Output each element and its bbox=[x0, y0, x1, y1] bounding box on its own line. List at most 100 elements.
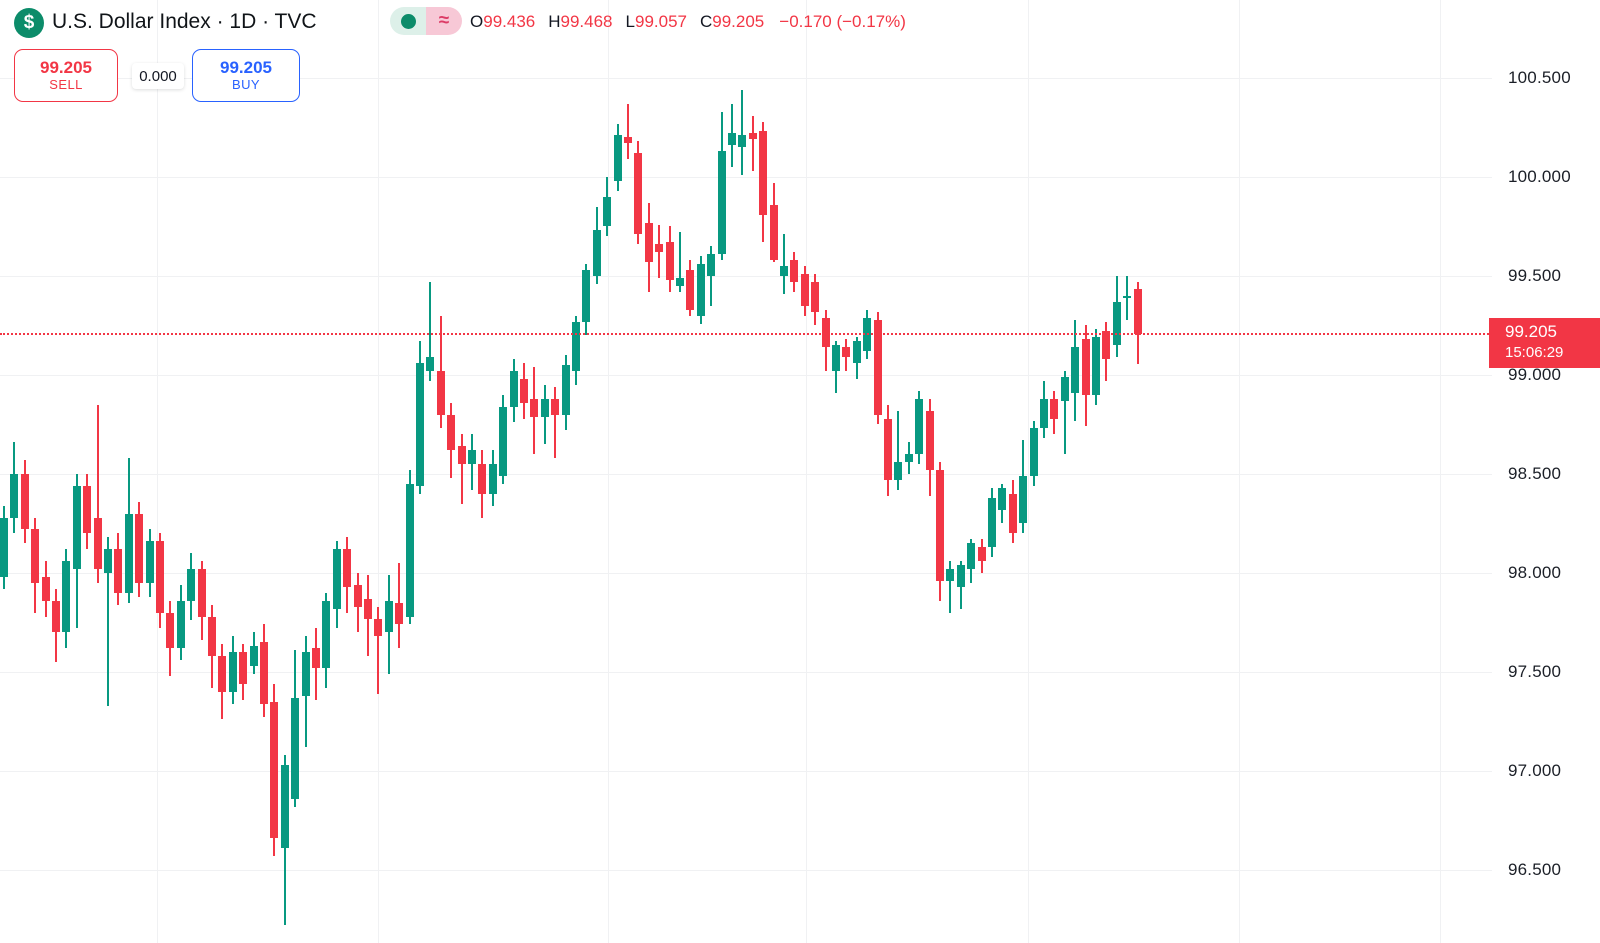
candle[interactable] bbox=[655, 244, 663, 253]
candle[interactable] bbox=[166, 612, 174, 649]
candle[interactable] bbox=[52, 600, 60, 633]
candle[interactable] bbox=[634, 153, 642, 235]
candle[interactable] bbox=[1019, 475, 1027, 524]
candle[interactable] bbox=[1071, 347, 1079, 393]
candle[interactable] bbox=[177, 600, 185, 649]
candlestick-chart[interactable] bbox=[0, 0, 1492, 943]
candle[interactable] bbox=[853, 341, 861, 364]
candle[interactable] bbox=[530, 398, 538, 417]
candle[interactable] bbox=[0, 517, 8, 577]
candle[interactable] bbox=[21, 473, 29, 530]
candle[interactable] bbox=[905, 454, 913, 463]
candle[interactable] bbox=[749, 133, 757, 140]
candle[interactable] bbox=[770, 204, 778, 261]
candle[interactable] bbox=[218, 656, 226, 692]
candle[interactable] bbox=[198, 569, 206, 617]
candle[interactable] bbox=[260, 642, 268, 704]
sell-button[interactable]: 99.205 SELL bbox=[14, 49, 118, 102]
candle[interactable] bbox=[541, 398, 549, 417]
candle[interactable] bbox=[1082, 339, 1090, 395]
candle[interactable] bbox=[624, 137, 632, 144]
candle[interactable] bbox=[302, 652, 310, 696]
price-axis[interactable]: 100.500 100.000 99.500 99.000 98.500 98.000 97… bbox=[1492, 0, 1600, 943]
candle[interactable] bbox=[1102, 331, 1110, 360]
candle[interactable] bbox=[593, 230, 601, 276]
candle[interactable] bbox=[468, 450, 476, 465]
candle[interactable] bbox=[458, 446, 466, 465]
candle[interactable] bbox=[1061, 376, 1069, 401]
candle[interactable] bbox=[801, 274, 809, 306]
candle[interactable] bbox=[187, 569, 195, 601]
candle[interactable] bbox=[707, 254, 715, 276]
candle[interactable] bbox=[666, 242, 674, 280]
candle[interactable] bbox=[676, 277, 684, 286]
candle[interactable] bbox=[915, 398, 923, 455]
candle[interactable] bbox=[156, 541, 164, 613]
candle[interactable] bbox=[270, 701, 278, 839]
candle[interactable] bbox=[416, 363, 424, 486]
candle[interactable] bbox=[697, 264, 705, 316]
candle[interactable] bbox=[364, 598, 372, 619]
candle[interactable] bbox=[718, 151, 726, 255]
symbol-title[interactable]: U.S. Dollar Index · 1D · TVC bbox=[52, 10, 317, 33]
candle[interactable] bbox=[603, 196, 611, 227]
candle[interactable] bbox=[978, 547, 986, 562]
candle[interactable] bbox=[520, 378, 528, 403]
candle[interactable] bbox=[780, 266, 788, 276]
candle[interactable] bbox=[135, 513, 143, 583]
candle[interactable] bbox=[1113, 301, 1121, 346]
candle[interactable] bbox=[562, 365, 570, 415]
candle[interactable] bbox=[759, 131, 767, 215]
candle[interactable] bbox=[374, 618, 382, 637]
candle[interactable] bbox=[499, 406, 507, 476]
candle[interactable] bbox=[426, 357, 434, 371]
candle[interactable] bbox=[239, 652, 247, 684]
candle[interactable] bbox=[936, 470, 944, 581]
candle[interactable] bbox=[208, 616, 216, 657]
symbol-logo-icon[interactable]: $ bbox=[14, 8, 44, 38]
candle[interactable] bbox=[832, 345, 840, 372]
candle[interactable] bbox=[250, 646, 258, 667]
candle[interactable] bbox=[1092, 337, 1100, 395]
candle[interactable] bbox=[437, 371, 445, 415]
candle[interactable] bbox=[447, 414, 455, 451]
candle[interactable] bbox=[291, 697, 299, 799]
candle[interactable] bbox=[998, 487, 1006, 510]
candle[interactable] bbox=[686, 270, 694, 310]
candle[interactable] bbox=[988, 497, 996, 548]
market-status-pill[interactable]: ≈ bbox=[390, 7, 462, 35]
candle[interactable] bbox=[10, 473, 18, 518]
candle[interactable] bbox=[312, 648, 320, 668]
candle[interactable] bbox=[343, 549, 351, 587]
candle[interactable] bbox=[957, 565, 965, 587]
candle[interactable] bbox=[510, 371, 518, 407]
candle[interactable] bbox=[1050, 398, 1058, 419]
candle[interactable] bbox=[114, 549, 122, 593]
candle[interactable] bbox=[926, 410, 934, 470]
candle[interactable] bbox=[281, 765, 289, 849]
candle[interactable] bbox=[572, 321, 580, 371]
candle[interactable] bbox=[1040, 398, 1048, 429]
candle[interactable] bbox=[874, 319, 882, 415]
candle[interactable] bbox=[146, 541, 154, 583]
candle[interactable] bbox=[645, 222, 653, 263]
candle[interactable] bbox=[946, 569, 954, 581]
candle[interactable] bbox=[811, 281, 819, 312]
candle[interactable] bbox=[62, 561, 70, 633]
candle[interactable] bbox=[31, 529, 39, 583]
candle[interactable] bbox=[822, 317, 830, 348]
candle[interactable] bbox=[333, 549, 341, 609]
candle[interactable] bbox=[728, 133, 736, 146]
candle[interactable] bbox=[83, 485, 91, 534]
candle[interactable] bbox=[478, 464, 486, 494]
buy-button[interactable]: 99.205 BUY bbox=[192, 49, 300, 102]
candle[interactable] bbox=[229, 652, 237, 692]
candle[interactable] bbox=[1009, 493, 1017, 534]
candle[interactable] bbox=[322, 600, 330, 668]
candle[interactable] bbox=[790, 260, 798, 282]
candle[interactable] bbox=[884, 418, 892, 480]
candle[interactable] bbox=[842, 347, 850, 358]
candle[interactable] bbox=[125, 513, 133, 593]
candle[interactable] bbox=[489, 464, 497, 494]
candle[interactable] bbox=[894, 462, 902, 480]
